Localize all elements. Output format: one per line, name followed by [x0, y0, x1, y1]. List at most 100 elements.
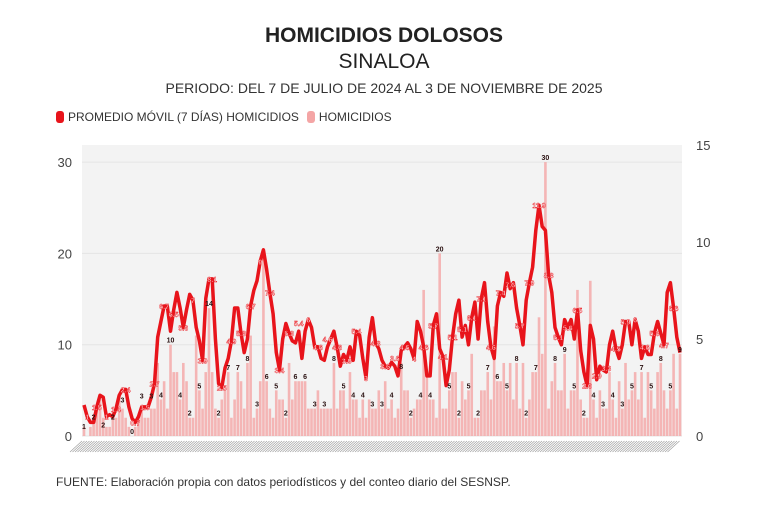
x-tick-label	[104, 440, 118, 453]
x-tick-label	[149, 440, 163, 453]
x-tick-label	[404, 440, 418, 453]
homicides-bar	[255, 408, 259, 436]
homicides-bar	[239, 381, 243, 436]
homicides-bar	[169, 344, 172, 436]
homicides-data-label: 2	[217, 411, 221, 418]
moving-average-data-label: 2.7	[150, 382, 160, 389]
x-tick-label	[592, 440, 605, 453]
moving-average-data-label: 6.6	[669, 306, 679, 313]
homicides-bar	[553, 362, 557, 436]
homicides-bar	[262, 253, 265, 436]
homicides-bar	[653, 408, 656, 436]
x-tick-label	[172, 440, 185, 453]
homicides-bar	[451, 372, 454, 436]
x-tick-label	[159, 440, 173, 453]
x-tick-label	[482, 440, 495, 453]
homicides-data-label: 7	[534, 365, 538, 372]
homicides-bar	[422, 289, 425, 436]
x-tick-label	[247, 440, 260, 453]
homicides-data-label: 3	[149, 394, 153, 401]
moving-average-data-label: 6.1	[467, 316, 477, 323]
homicides-data-label: 2	[284, 411, 288, 418]
x-tick-label	[567, 440, 580, 453]
x-tick-label	[177, 440, 190, 453]
x-tick-label	[619, 440, 633, 453]
x-tick-label	[402, 440, 415, 453]
homicides-data-label: 3	[140, 394, 144, 401]
homicides-bar	[166, 408, 169, 436]
homicides-bar	[390, 399, 393, 436]
homicides-data-label: 2	[582, 411, 586, 418]
homicides-bar	[447, 390, 451, 436]
x-tick-label	[499, 440, 513, 453]
homicides-bar	[403, 390, 406, 436]
moving-average-data-label: 5.7	[428, 323, 438, 330]
x-tick-label	[84, 440, 98, 453]
homicides-bar	[637, 399, 640, 436]
x-tick-label	[594, 440, 608, 453]
x-tick-label	[319, 440, 333, 453]
x-tick-label	[519, 440, 533, 453]
x-tick-label	[374, 440, 388, 453]
x-tick-label	[229, 440, 243, 453]
homicides-bar	[614, 417, 618, 436]
homicides-bar	[223, 390, 227, 436]
homicides-bar	[323, 408, 326, 436]
homicides-data-label: 4	[428, 392, 432, 399]
homicides-bar	[182, 362, 185, 436]
y-right-tick-label: 15	[696, 138, 710, 153]
x-tick-label	[232, 440, 245, 453]
homicides-bar	[524, 417, 528, 436]
x-tick-label	[472, 440, 485, 453]
x-tick-label	[572, 440, 585, 453]
homicides-bar	[435, 417, 438, 436]
homicides-bar	[582, 417, 586, 436]
x-tick-label	[432, 440, 445, 453]
x-tick-label	[564, 440, 578, 453]
homicides-bar	[441, 408, 445, 436]
x-tick-label	[279, 440, 293, 453]
homicides-data-label: 7	[640, 365, 644, 372]
homicides-data-label: 7	[486, 365, 490, 372]
homicides-data-label: 5	[274, 383, 278, 390]
x-tick-label	[77, 440, 90, 453]
x-tick-label	[379, 440, 393, 453]
homicides-bar	[92, 417, 95, 436]
x-tick-label	[367, 440, 380, 453]
x-tick-label	[607, 440, 620, 453]
homicides-bar	[592, 399, 595, 436]
homicides-bar	[672, 353, 675, 436]
homicides-data-label: 4	[611, 392, 615, 399]
moving-average-data-label: 4.6	[323, 337, 333, 344]
homicides-bar	[198, 390, 201, 436]
moving-average-data-label: 6.5	[169, 312, 179, 319]
homicides-bar	[621, 408, 624, 436]
y-right-tick-label: 10	[696, 235, 710, 250]
x-tick-label	[274, 440, 288, 453]
x-tick-label	[452, 440, 465, 453]
x-tick-label	[209, 440, 223, 453]
homicides-bar	[159, 399, 163, 436]
homicides-data-label: 3	[322, 402, 326, 409]
x-tick-label	[262, 440, 275, 453]
x-tick-label	[257, 440, 270, 453]
x-tick-label	[249, 440, 263, 453]
homicides-bar	[175, 372, 179, 436]
x-tick-label	[327, 440, 340, 453]
x-tick-label	[627, 440, 640, 453]
homicides-bar	[162, 381, 166, 436]
homicides-bar	[172, 372, 176, 436]
x-tick-label	[307, 440, 320, 453]
homicides-bar	[111, 417, 115, 436]
moving-average-data-label: 2.4	[121, 387, 131, 394]
moving-average-data-label: 4.5	[611, 347, 621, 354]
moving-average-data-label: 1	[85, 415, 89, 422]
x-tick-label	[174, 440, 188, 453]
x-tick-label	[534, 440, 548, 453]
x-tick-label	[579, 440, 593, 453]
homicides-bar	[380, 408, 384, 436]
x-tick-label	[132, 440, 145, 453]
x-tick-label	[264, 440, 278, 453]
moving-average-data-label: 5.4	[294, 321, 304, 328]
homicides-bar	[617, 381, 621, 436]
